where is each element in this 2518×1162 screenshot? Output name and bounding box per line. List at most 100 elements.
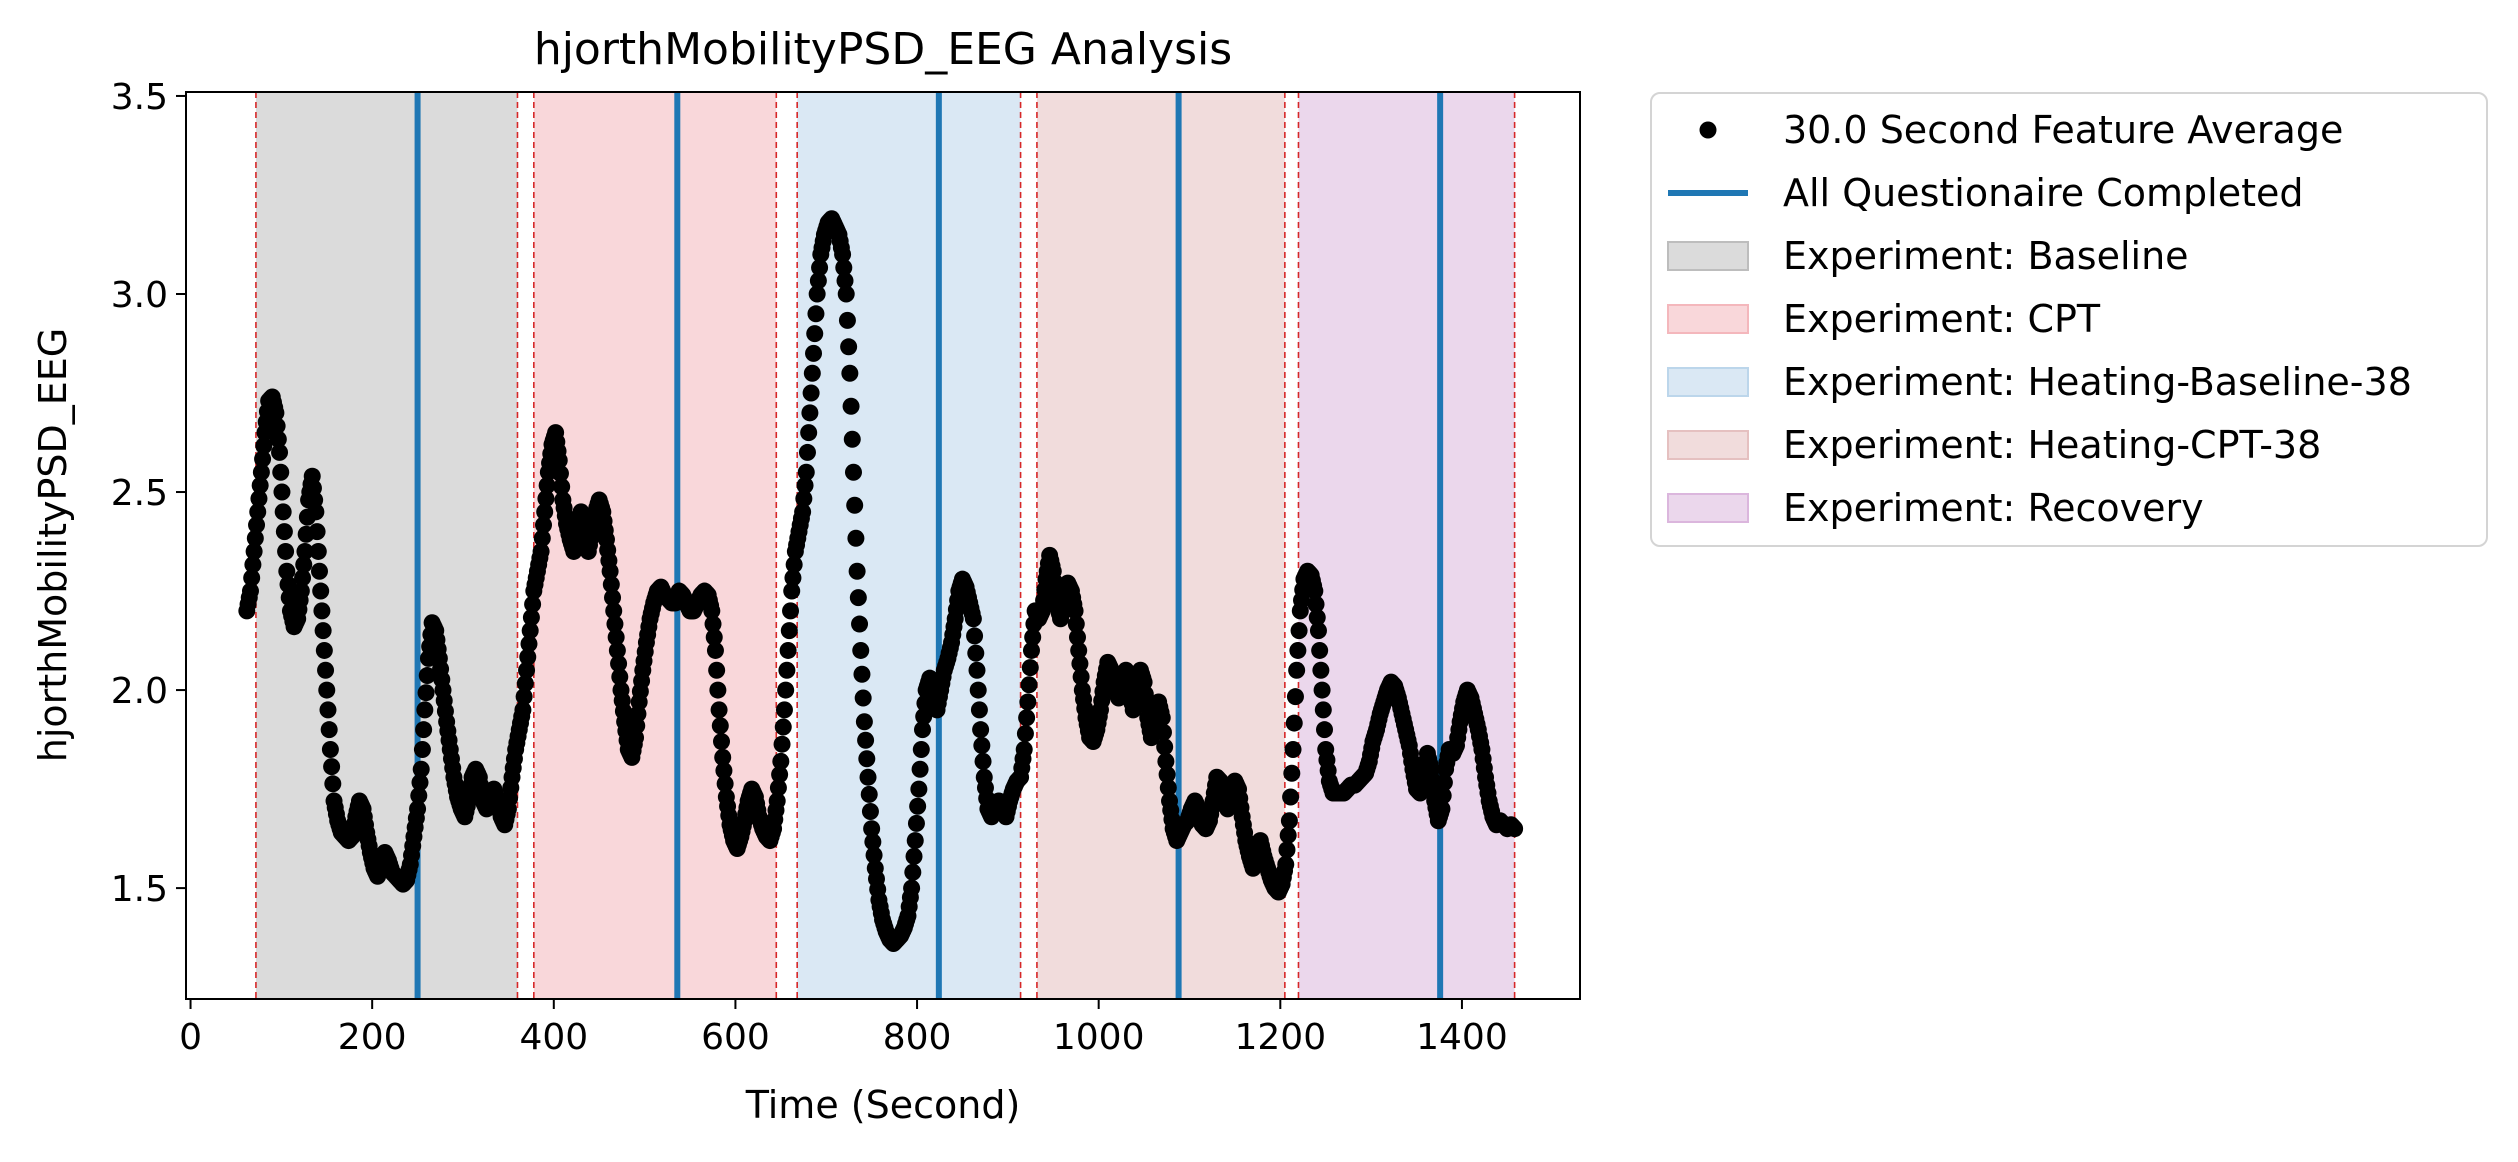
legend-patch-3 <box>1667 430 1749 460</box>
data-point-684 <box>1066 602 1084 620</box>
data-point-31 <box>275 523 293 541</box>
data-point-501 <box>844 463 862 481</box>
data-point-5 <box>244 556 262 574</box>
data-point-63 <box>314 622 332 640</box>
data-point-646 <box>1020 676 1038 694</box>
data-point-69 <box>321 740 339 758</box>
data-point-647 <box>1021 659 1039 677</box>
data-point-461 <box>796 476 814 494</box>
data-point-467 <box>803 364 821 382</box>
data-point-553 <box>907 814 925 832</box>
data-point-550 <box>904 863 922 881</box>
data-point-440 <box>771 766 789 784</box>
data-point-499 <box>842 397 860 415</box>
data-point-512 <box>858 750 876 768</box>
data-point-67 <box>319 701 337 719</box>
data-point-61 <box>312 582 330 600</box>
data-point-498 <box>841 364 859 382</box>
data-point-300 <box>601 562 619 580</box>
data-point-554 <box>909 797 927 815</box>
data-point-502 <box>846 496 864 514</box>
data-point-303 <box>605 602 623 620</box>
data-point-608 <box>974 752 992 770</box>
data-point-511 <box>857 731 875 749</box>
data-point-47 <box>295 556 313 574</box>
data-point-29 <box>273 483 291 501</box>
y-axis-label: hjorthMobilityPSD_EEG <box>31 328 75 762</box>
data-point-143 <box>411 773 429 791</box>
data-point-233 <box>520 635 538 653</box>
data-point-232 <box>519 648 537 666</box>
data-point-228 <box>514 701 532 719</box>
data-point-149 <box>418 667 436 685</box>
data-point-12 <box>252 463 270 481</box>
data-point-460 <box>795 490 813 508</box>
data-point-607 <box>973 737 991 755</box>
data-point-144 <box>412 760 430 778</box>
data-point-492 <box>834 245 852 263</box>
y-axis-ticks: 1.5 2.0 2.5 3.0 3.5 <box>111 77 186 910</box>
data-point-685 <box>1067 615 1085 633</box>
data-point-509 <box>854 689 872 707</box>
data-point-24 <box>267 404 285 422</box>
data-point-244 <box>533 529 551 547</box>
x-tick-label-7: 1400 <box>1416 1017 1508 1058</box>
data-point-497 <box>840 338 858 356</box>
data-point-884 <box>1308 608 1326 626</box>
data-point-243 <box>532 542 550 560</box>
data-point-886 <box>1311 641 1329 659</box>
data-point-465 <box>801 404 819 422</box>
data-point-472 <box>809 272 827 290</box>
data-point-862 <box>1282 788 1300 806</box>
phase-bands <box>255 92 1515 999</box>
data-point-8 <box>248 516 266 534</box>
legend-patch-0 <box>1667 241 1749 271</box>
data-point-6 <box>245 542 263 560</box>
data-point-394 <box>715 762 733 780</box>
x-tick-label-2: 400 <box>519 1017 588 1058</box>
data-point-887 <box>1312 661 1330 679</box>
data-point-760 <box>1158 766 1176 784</box>
x-axis-label: Time (Second) <box>745 1083 1021 1127</box>
phase-band-4 <box>1298 92 1515 999</box>
data-point-473 <box>811 259 829 277</box>
data-point-26 <box>269 430 287 448</box>
data-point-32 <box>277 542 295 560</box>
data-point-606 <box>972 721 990 739</box>
data-point-7 <box>246 529 264 547</box>
data-point-552 <box>906 832 924 850</box>
data-point-442 <box>773 735 791 753</box>
data-point-395 <box>716 775 734 793</box>
data-point-761 <box>1159 779 1177 797</box>
data-point-551 <box>905 847 923 865</box>
data-point-247 <box>537 490 555 508</box>
data-point-504 <box>848 562 866 580</box>
data-point-307 <box>610 655 628 673</box>
data-point-469 <box>806 325 824 343</box>
data-point-10 <box>250 490 268 508</box>
data-point-66 <box>318 681 336 699</box>
data-point-60 <box>310 562 328 580</box>
data-point-493 <box>835 259 853 277</box>
data-point-59 <box>309 542 327 560</box>
data-point-516 <box>863 820 881 838</box>
data-point-885 <box>1309 622 1327 640</box>
data-point-308 <box>611 668 629 686</box>
data-point-988 <box>1434 787 1452 805</box>
legend-patch-4 <box>1667 493 1749 523</box>
data-point-70 <box>323 758 341 776</box>
y-tick-label-4: 3.5 <box>111 77 168 118</box>
data-point-235 <box>522 608 540 626</box>
data-point-758 <box>1156 738 1174 756</box>
x-tick-label-6: 1200 <box>1235 1017 1327 1058</box>
data-point-387 <box>706 641 724 659</box>
chart-legend: 30.0 Second Feature Average All Questiona… <box>1650 92 2488 547</box>
data-point-500 <box>843 430 861 448</box>
data-point-890 <box>1316 721 1334 739</box>
data-point-510 <box>855 713 873 731</box>
data-point-869 <box>1290 622 1308 640</box>
data-point-260 <box>553 478 571 496</box>
y-tick-label-2: 2.5 <box>111 473 168 514</box>
data-point-48 <box>296 542 314 560</box>
data-point-245 <box>535 516 553 534</box>
